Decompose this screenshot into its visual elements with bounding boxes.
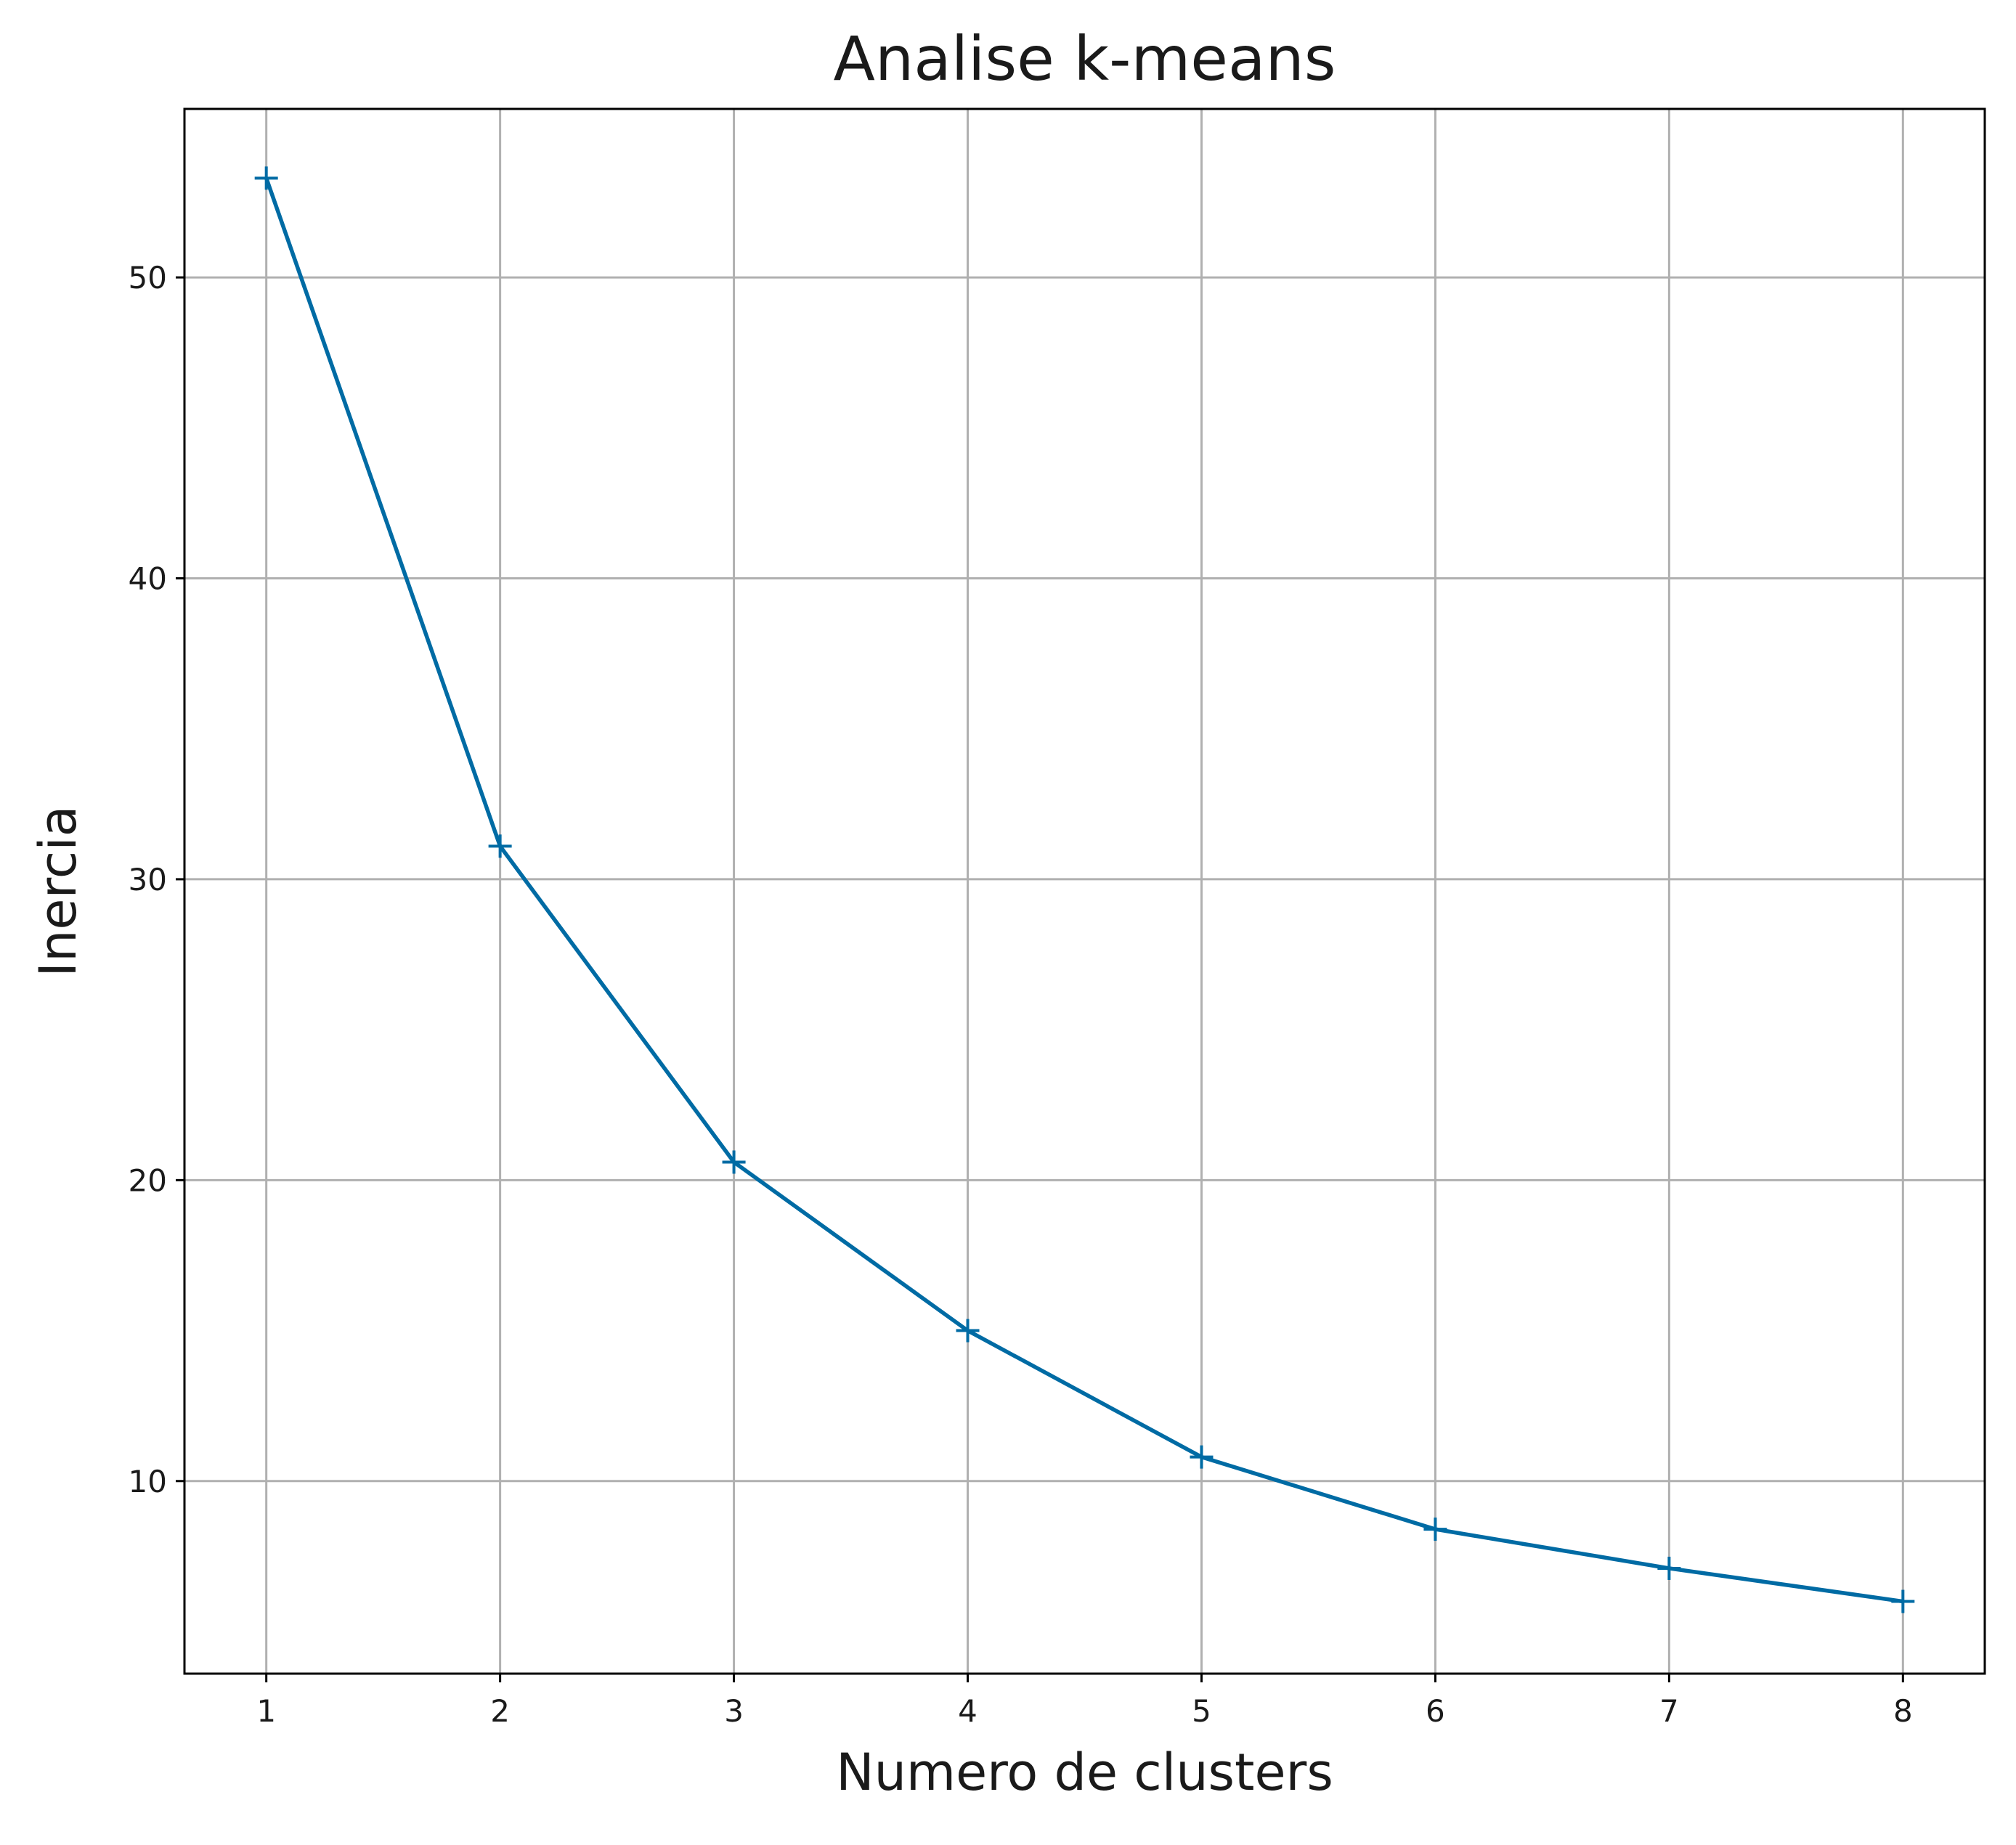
x-tick-label: 7 xyxy=(1659,1693,1679,1729)
y-tick-label: 20 xyxy=(129,1162,167,1198)
x-tick-label: 5 xyxy=(1192,1693,1211,1729)
series-line xyxy=(264,177,1903,1604)
chart-title: Analise k-means xyxy=(834,23,1336,94)
data-point-marker xyxy=(1190,1445,1214,1469)
data-point-marker xyxy=(488,834,512,858)
x-tick-label: 1 xyxy=(256,1693,276,1729)
data-point-marker xyxy=(1657,1556,1681,1580)
data-point-marker xyxy=(1423,1518,1447,1541)
data-point-marker xyxy=(1891,1589,1915,1613)
data-series xyxy=(254,166,1915,1613)
x-tick-label: 3 xyxy=(724,1693,744,1729)
y-tick-label: 10 xyxy=(129,1464,167,1499)
axis-ticks: 1 2 3 4 5 6 7 8 10 20 30 40 50 xyxy=(129,260,1913,1729)
data-point-marker xyxy=(722,1150,746,1174)
x-axis-title: Numero de clusters xyxy=(836,1743,1333,1802)
y-tick-label: 50 xyxy=(129,260,167,296)
x-tick-label: 2 xyxy=(490,1693,510,1729)
data-point-marker xyxy=(956,1319,980,1343)
y-tick-label: 40 xyxy=(129,561,167,597)
x-tick-label: 6 xyxy=(1426,1693,1445,1729)
grid xyxy=(184,109,1985,1674)
data-point-marker xyxy=(254,166,278,190)
y-axis-title: Inercia xyxy=(28,805,88,977)
y-tick-label: 30 xyxy=(129,862,167,897)
x-tick-label: 4 xyxy=(958,1693,977,1729)
plot-frame xyxy=(183,107,1986,1675)
x-tick-label: 8 xyxy=(1893,1693,1913,1729)
